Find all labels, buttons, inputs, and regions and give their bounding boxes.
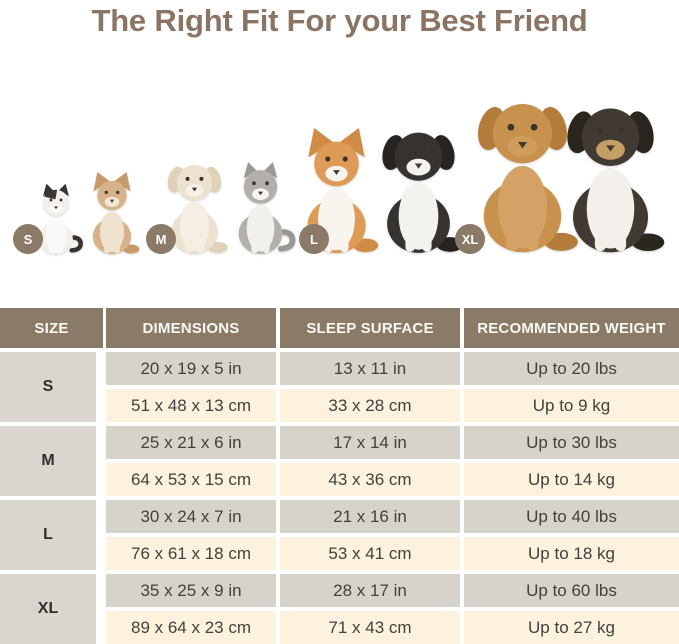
dimensions-in-cell: 25 x 21 x 6 in [106,426,276,459]
table-row: 89 x 64 x 23 cm 71 x 43 cm Up to 27 kg [106,611,679,644]
sleep-surface-in-cell: 13 x 11 in [280,352,460,385]
table-row: 25 x 21 x 6 in 17 x 14 in Up to 30 lbs [106,426,679,459]
page-title: The Right Fit For your Best Friend [91,3,588,38]
column-header-dimensions: DIMENSIONS [106,308,276,348]
size-badge-xl: XL [455,224,485,254]
sleep-surface-cm-cell: 53 x 41 cm [280,537,460,570]
sleep-surface-cm-cell: 33 x 28 cm [280,389,460,422]
sleep-surface-in-cell: 17 x 14 in [280,426,460,459]
dimensions-cm-cell: 76 x 61 x 18 cm [106,537,276,570]
weight-kg-cell: Up to 9 kg [464,389,679,422]
size-badge-l: L [299,224,329,254]
rough-collie-icon [548,91,673,256]
table-row: 35 x 25 x 9 in 28 x 17 in Up to 60 lbs [106,574,679,607]
dimensions-in-cell: 35 x 25 x 9 in [106,574,276,607]
table-row: 20 x 19 x 5 in 13 x 11 in Up to 20 lbs [106,352,679,385]
dimensions-cm-cell: 51 x 48 x 13 cm [106,389,276,422]
weight-lbs-cell: Up to 60 lbs [464,574,679,607]
dimensions-in-cell: 20 x 19 x 5 in [106,352,276,385]
table-row: 76 x 61 x 18 cm 53 x 41 cm Up to 18 kg [106,537,679,570]
dimensions-cm-cell: 89 x 64 x 23 cm [106,611,276,644]
weight-lbs-cell: Up to 20 lbs [464,352,679,385]
dimensions-in-cell: 30 x 24 x 7 in [106,500,276,533]
table-row: 64 x 53 x 15 cm 43 x 36 cm Up to 14 kg [106,463,679,496]
size-group-s: S 20 x 19 x 5 in 13 x 11 in Up to 20 lbs… [0,352,679,422]
table-row: 51 x 48 x 13 cm 33 x 28 cm Up to 9 kg [106,389,679,422]
weight-kg-cell: Up to 14 kg [464,463,679,496]
size-label-l: L [0,500,96,570]
size-group-m: M 25 x 21 x 6 in 17 x 14 in Up to 30 lbs… [0,426,679,496]
size-badge-s: S [13,224,43,254]
table-header-row: SIZE DIMENSIONS SLEEP SURFACE RECOMMENDE… [0,308,679,348]
chihuahua-icon [80,172,144,256]
sleep-surface-in-cell: 28 x 17 in [280,574,460,607]
title-bar: The Right Fit For your Best Friend [0,0,679,62]
column-header-recommended-weight: RECOMMENDED WEIGHT [464,308,679,348]
pets-size-comparison-strip: S M L XL [0,62,679,258]
weight-lbs-cell: Up to 30 lbs [464,426,679,459]
size-label-s: S [0,352,96,422]
size-badge-m: M [146,224,176,254]
size-label-xl: XL [0,574,96,644]
size-chart-table: SIZE DIMENSIONS SLEEP SURFACE RECOMMENDE… [0,308,679,644]
table-row: 30 x 24 x 7 in 21 x 16 in Up to 40 lbs [106,500,679,533]
size-group-l: L 30 x 24 x 7 in 21 x 16 in Up to 40 lbs… [0,500,679,570]
column-header-size: SIZE [0,308,103,348]
weight-kg-cell: Up to 27 kg [464,611,679,644]
size-group-xl: XL 35 x 25 x 9 in 28 x 17 in Up to 60 lb… [0,574,679,644]
weight-lbs-cell: Up to 40 lbs [464,500,679,533]
size-label-m: M [0,426,96,496]
dimensions-cm-cell: 64 x 53 x 15 cm [106,463,276,496]
sleep-surface-cm-cell: 43 x 36 cm [280,463,460,496]
sleep-surface-in-cell: 21 x 16 in [280,500,460,533]
column-header-sleep-surface: SLEEP SURFACE [280,308,460,348]
spacer [0,258,679,308]
weight-kg-cell: Up to 18 kg [464,537,679,570]
sleep-surface-cm-cell: 71 x 43 cm [280,611,460,644]
gray-white-cat-icon [224,160,297,256]
